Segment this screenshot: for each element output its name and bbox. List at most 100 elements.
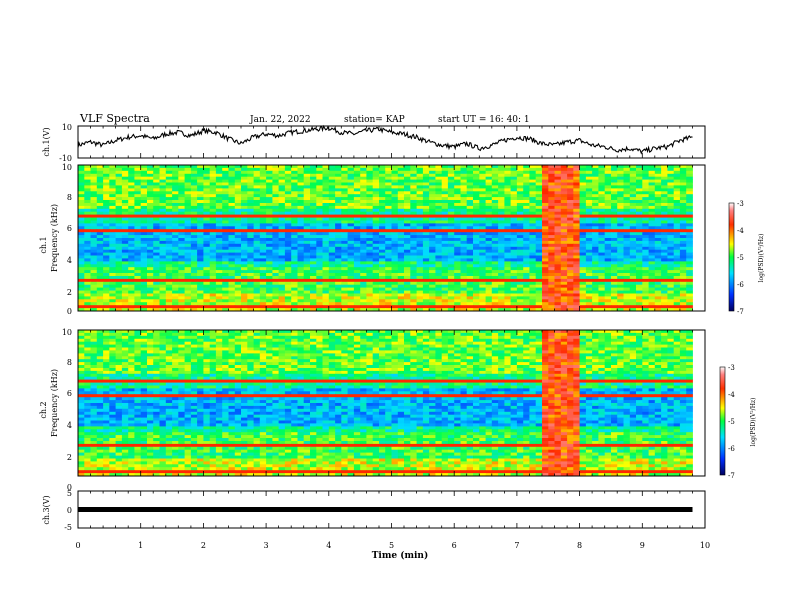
heatmap-cell [479,270,486,274]
heatmap-cell [548,217,555,221]
heatmap-cell [642,220,649,224]
heatmap-cell [366,249,374,253]
heatmap-cell [542,273,549,277]
heatmap-cell [297,284,305,288]
heatmap-cell [335,284,342,288]
heatmap-cell [159,299,167,303]
heatmap-cell [222,276,229,280]
heatmap-cell [661,179,668,183]
heatmap-cell [278,252,286,256]
heatmap-cell [190,284,198,288]
heatmap-cell [679,191,687,195]
heatmap-cell [473,211,480,215]
heatmap-cell [172,182,179,186]
heatmap-cell [686,243,693,248]
heatmap-cell [303,290,311,294]
heatmap-cell [109,305,116,309]
heatmap-cell [303,267,311,271]
heatmap-cell [360,188,367,192]
heatmap-cell [96,211,104,215]
heatmap-cell [121,208,129,213]
heatmap-cell [203,167,211,172]
heatmap-cell [328,179,336,183]
heatmap-cell [247,191,254,195]
heatmap-cell [316,208,323,213]
heatmap-cell [353,243,361,248]
heatmap-cell [454,165,461,169]
heatmap-cell [516,287,524,291]
heatmap-cell [617,278,624,283]
heatmap-cell [228,226,236,230]
heatmap-cell [548,258,555,262]
heatmap-cell [636,232,643,236]
heatmap-cell [535,167,543,172]
heatmap-cell [159,188,167,192]
heatmap-cell [422,208,430,213]
heatmap-cell [661,214,668,218]
heatmap-cell [253,197,261,201]
heatmap-cell [548,240,555,245]
heatmap-cell [548,293,555,297]
heatmap-cell [215,261,223,265]
heatmap-cell [654,167,662,172]
heatmap-cell [259,276,267,280]
heatmap-cell [147,185,154,189]
heatmap-cell [115,302,123,306]
heatmap-cell [165,203,173,207]
heatmap-cell [410,182,417,186]
heatmap-cell [203,270,211,274]
heatmap-cell [673,217,681,221]
heatmap-cell [284,273,292,277]
heatmap-cell [516,270,524,274]
heatmap-cell [661,170,668,175]
heatmap-cell [473,179,480,183]
heatmap-cell [535,200,543,204]
heatmap-cell [159,252,167,256]
heatmap-cell [529,270,537,274]
heatmap-cell [636,223,643,227]
heatmap-cell [385,173,392,178]
heatmap-cell [134,197,142,201]
heatmap-cell [184,276,192,280]
heatmap-cell [297,264,305,268]
heatmap-cell [516,185,524,189]
heatmap-cell [604,284,612,288]
heatmap-cell [128,296,135,300]
heatmap-cell [404,194,411,198]
heatmap-cell [661,258,668,262]
heatmap-cell [673,287,681,291]
heatmap-cell [115,243,123,248]
heatmap-cell [479,220,486,224]
heatmap-cell [504,194,512,198]
heatmap-cell [560,173,568,178]
heatmap-cell [604,211,612,215]
heatmap-cell [435,249,443,253]
heatmap-cell [636,203,643,207]
heatmap-cell [404,293,411,297]
heatmap-cell [178,188,185,192]
heatmap-cell [542,308,549,312]
heatmap-cell [360,205,367,210]
heatmap-cell [636,220,643,224]
heatmap-cell [178,284,185,288]
heatmap-cell [542,205,549,210]
heatmap-cell [184,305,192,309]
heatmap-cell [629,200,637,204]
heatmap-cell [623,273,631,277]
heatmap-cell [266,165,273,169]
heatmap-cell [623,276,631,280]
heatmap-cell [654,264,662,268]
heatmap-cell [247,208,254,213]
heatmap-cell [316,264,323,268]
heatmap-cell [178,220,185,224]
heatmap-cell [391,296,399,300]
heatmap-cell [598,267,606,271]
heatmap-cell [303,170,311,175]
heatmap-cell [498,194,505,198]
heatmap-cell [96,243,104,248]
heatmap-cell [391,194,399,198]
heatmap-cell [190,188,198,192]
heatmap-cell [385,287,392,291]
heatmap-cell [347,261,355,265]
heatmap-cell [241,167,248,172]
